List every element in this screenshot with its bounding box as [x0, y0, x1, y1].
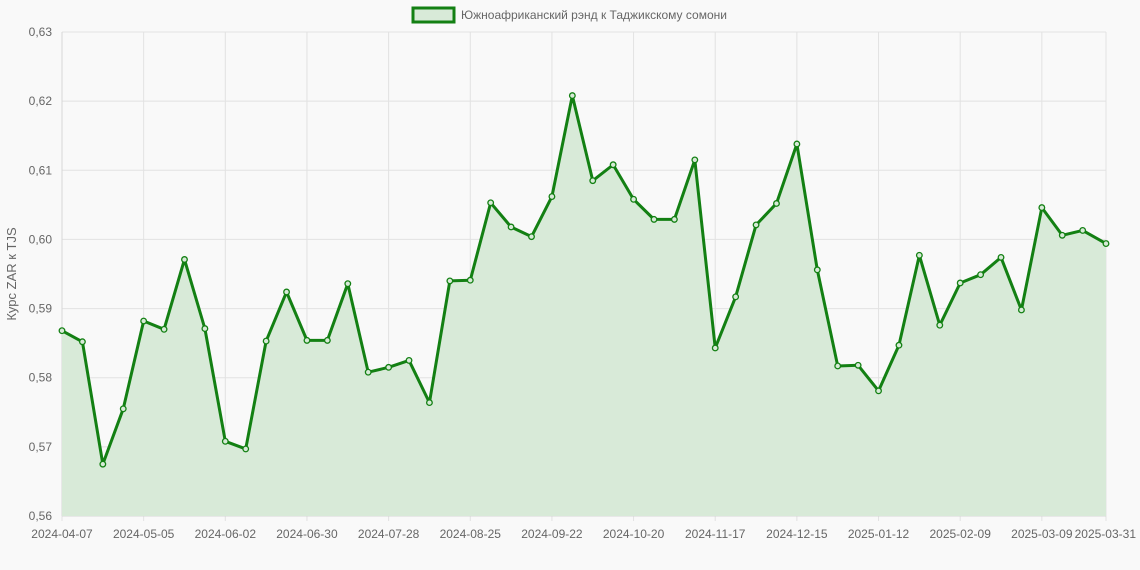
x-tick-label: 2024-10-20	[603, 527, 665, 541]
y-tick-label: 0,60	[29, 232, 53, 246]
x-tick-label: 2025-03-09	[1011, 527, 1073, 541]
data-point[interactable]	[650, 215, 658, 223]
data-point[interactable]	[119, 405, 127, 413]
data-point[interactable]	[609, 161, 617, 169]
y-tick-label: 0,57	[29, 440, 53, 454]
data-point[interactable]	[630, 195, 638, 203]
y-tick-label: 0,59	[29, 302, 53, 316]
data-point[interactable]	[466, 276, 474, 284]
series-line-layer	[61, 94, 1107, 466]
data-point[interactable]	[834, 362, 842, 370]
data-point[interactable]	[323, 336, 331, 344]
y-tick-label: 0,63	[29, 25, 53, 39]
data-point[interactable]	[221, 437, 229, 445]
data-point[interactable]	[854, 361, 862, 369]
data-point[interactable]	[997, 253, 1005, 261]
data-point[interactable]	[1079, 226, 1087, 234]
legend[interactable]: Южноафриканский рэнд к Таджикскому сомон…	[411, 6, 727, 24]
data-point[interactable]	[405, 356, 413, 364]
data-point[interactable]	[78, 338, 86, 346]
data-point[interactable]	[99, 460, 107, 468]
data-point[interactable]	[507, 223, 515, 231]
data-point[interactable]	[875, 387, 882, 395]
data-point[interactable]	[303, 336, 311, 344]
data-point[interactable]	[385, 363, 393, 371]
data-point[interactable]	[487, 199, 495, 207]
legend-label: Южноафриканский рэнд к Таджикскому сомон…	[461, 8, 727, 22]
y-axis-title: Курс ZAR к TJS	[4, 227, 19, 321]
data-point[interactable]	[1102, 240, 1110, 248]
y-tick-label: 0,61	[29, 163, 53, 177]
data-point[interactable]	[813, 266, 821, 274]
data-point[interactable]	[283, 288, 290, 296]
data-point[interactable]	[936, 321, 944, 329]
data-point[interactable]	[262, 337, 270, 345]
x-tick-label: 2025-01-12	[848, 527, 910, 541]
x-tick-label: 2024-08-25	[440, 527, 502, 541]
series-line	[61, 94, 1107, 466]
data-point[interactable]	[160, 325, 168, 333]
data-point[interactable]	[773, 200, 780, 207]
legend-swatch	[411, 6, 456, 24]
data-point[interactable]	[895, 341, 903, 349]
data-point[interactable]	[58, 327, 66, 335]
x-tick-label: 2024-06-02	[195, 527, 257, 541]
data-point[interactable]	[915, 251, 923, 259]
data-point[interactable]	[732, 293, 740, 301]
y-tick-label: 0,62	[29, 94, 53, 108]
data-point[interactable]	[425, 399, 433, 407]
data-point[interactable]	[589, 177, 597, 185]
data-point[interactable]	[568, 92, 576, 100]
data-point[interactable]	[548, 193, 556, 201]
y-tick-label: 0,58	[29, 371, 53, 385]
data-point[interactable]	[446, 277, 454, 285]
data-point[interactable]	[977, 271, 985, 279]
x-tick-label: 2024-11-17	[685, 527, 746, 541]
data-point[interactable]	[752, 221, 760, 229]
y-axis-ticks: 0,63 0,62 0,61 0,60 0,59 0,58 0,57 0,56	[29, 25, 53, 523]
x-tick-label: 2024-09-22	[521, 527, 583, 541]
x-axis-ticks: 2024-04-07 2024-05-05 2024-06-02 2024-06-30…	[31, 527, 1136, 541]
series-area	[62, 95, 1106, 517]
x-tick-label: 2025-02-09	[929, 527, 991, 541]
data-point[interactable]	[528, 233, 535, 241]
data-point[interactable]	[181, 256, 188, 263]
data-points[interactable]	[58, 92, 1110, 468]
data-point[interactable]	[364, 368, 372, 376]
x-tick-label: 2024-04-07	[31, 527, 93, 541]
data-point[interactable]	[793, 140, 801, 148]
data-point[interactable]	[711, 344, 719, 352]
data-point[interactable]	[140, 317, 148, 325]
data-point[interactable]	[1058, 231, 1066, 239]
data-point[interactable]	[201, 325, 209, 333]
x-tick-label: 2024-06-30	[276, 527, 338, 541]
data-point[interactable]	[670, 215, 678, 223]
y-tick-label: 0,56	[29, 509, 53, 523]
area-fill-layer	[62, 95, 1106, 517]
x-tick-label: 2024-12-15	[766, 527, 828, 541]
data-point[interactable]	[242, 445, 250, 453]
x-tick-label: 2025-03-31	[1075, 527, 1137, 541]
data-point[interactable]	[956, 279, 964, 287]
data-point[interactable]	[1038, 204, 1046, 212]
x-tick-label: 2024-05-05	[113, 527, 175, 541]
data-point[interactable]	[344, 280, 352, 288]
x-tick-label: 2024-07-28	[358, 527, 420, 541]
data-point[interactable]	[691, 156, 699, 164]
data-point[interactable]	[1017, 306, 1025, 314]
